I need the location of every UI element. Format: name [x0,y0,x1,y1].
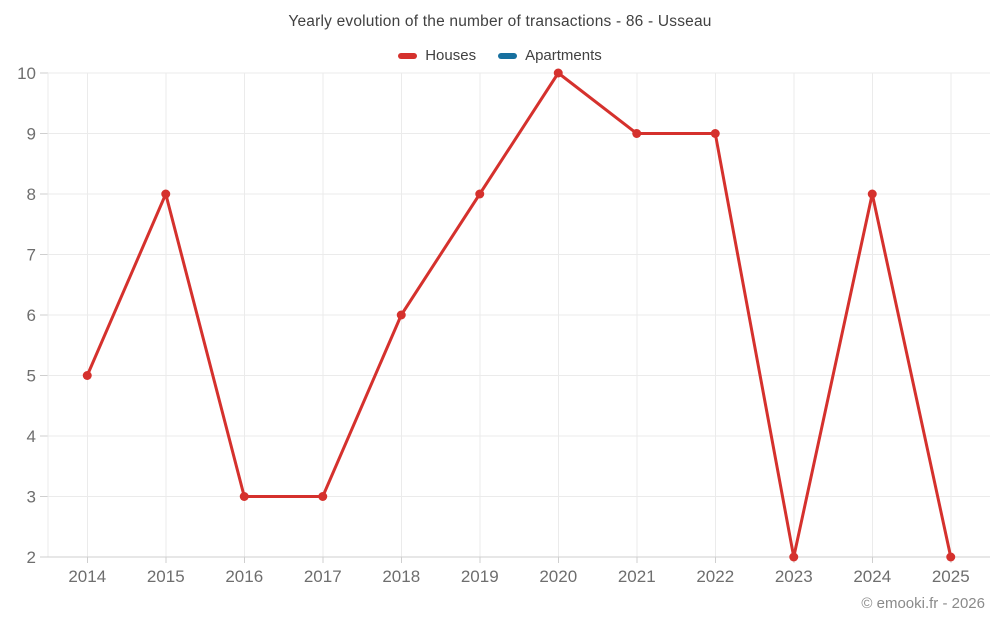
x-axis-label: 2025 [932,567,970,586]
legend-label-houses: Houses [425,47,477,64]
x-axis-label: 2019 [461,567,499,586]
data-point-2018-houses[interactable] [396,310,406,320]
y-axis-label: 5 [27,367,36,386]
data-point-2015-houses[interactable] [161,189,171,199]
data-point-2022-houses[interactable] [710,129,720,138]
data-point-2025-houses[interactable] [946,552,956,562]
data-point-2017-houses[interactable] [318,492,328,501]
watermark: © emooki.fr - 2026 [861,595,985,612]
data-point-2016-houses[interactable] [239,492,249,501]
x-axis-label: 2018 [382,567,420,586]
y-axis-label: 8 [27,185,36,204]
x-axis-label: 2024 [853,567,891,586]
legend: Houses Apartments [0,47,1000,64]
data-point-2023-houses[interactable] [789,552,799,562]
data-point-2024-houses[interactable] [867,189,877,199]
y-axis-label: 7 [27,246,36,265]
x-axis-label: 2017 [304,567,342,586]
legend-item-houses[interactable]: Houses [398,47,476,64]
x-axis-label: 2021 [618,567,656,586]
y-axis-label: 6 [27,306,36,325]
data-point-2019-houses[interactable] [475,189,485,199]
houses-swatch-icon [398,52,418,59]
x-axis-label: 2016 [225,567,263,586]
data-point-2021-houses[interactable] [632,129,642,138]
y-axis-label: 4 [27,427,36,446]
y-axis-label: 10 [17,64,36,83]
data-point-2014-houses[interactable] [82,371,92,380]
apartments-swatch-icon [498,52,518,59]
data-point-2020-houses[interactable] [553,68,563,78]
legend-label-apartments: Apartments [525,47,602,64]
y-axis-label: 2 [27,548,36,567]
y-axis-label: 3 [27,488,36,507]
series-line-houses [85,71,953,559]
y-axis-label: 9 [27,125,36,144]
legend-item-apartments[interactable]: Apartments [498,47,602,64]
x-axis-label: 2014 [68,567,106,586]
x-axis-label: 2023 [775,567,813,586]
chart-title: Yearly evolution of the number of transa… [288,13,712,30]
x-axis-label: 2020 [539,567,577,586]
x-axis-label: 2022 [696,567,734,586]
x-axis-label: 2015 [147,567,185,586]
